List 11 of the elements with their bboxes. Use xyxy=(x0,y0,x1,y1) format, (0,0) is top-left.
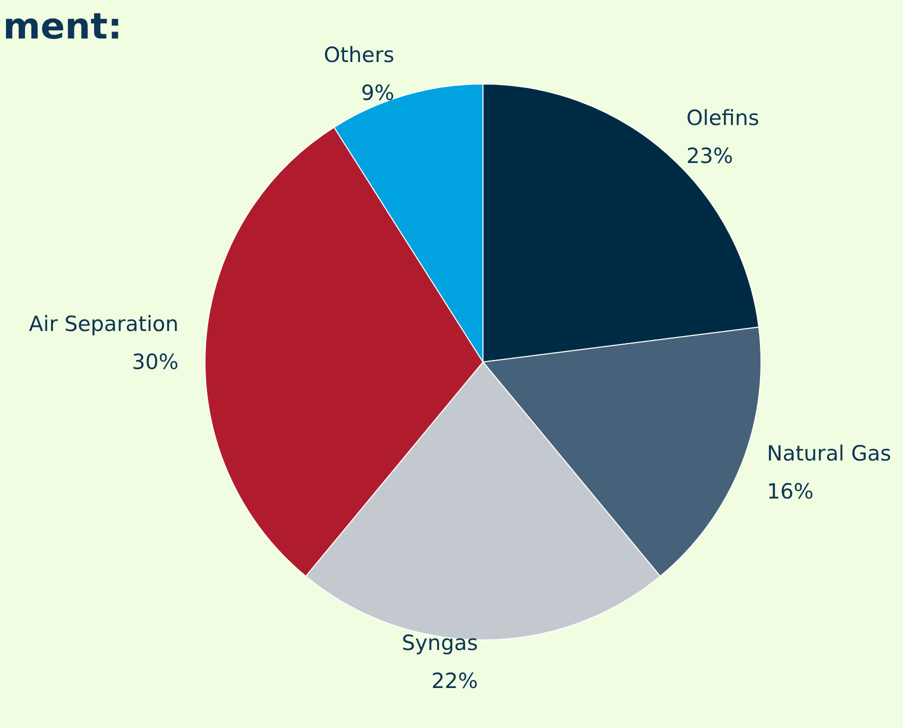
data-label: 9% xyxy=(360,80,394,105)
data-label: 30% xyxy=(132,350,179,374)
data-label: 23% xyxy=(686,144,734,168)
slice-label: Natural Gas xyxy=(766,441,892,466)
slice-label: Olefins xyxy=(686,106,760,130)
slice-label: Air Separation xyxy=(28,312,179,336)
chart-title: ment: xyxy=(3,6,122,48)
slice-label: Syngas xyxy=(402,631,478,655)
data-label: 16% xyxy=(766,479,814,504)
slice-label: Others xyxy=(324,42,394,67)
data-label: 22% xyxy=(431,669,478,693)
